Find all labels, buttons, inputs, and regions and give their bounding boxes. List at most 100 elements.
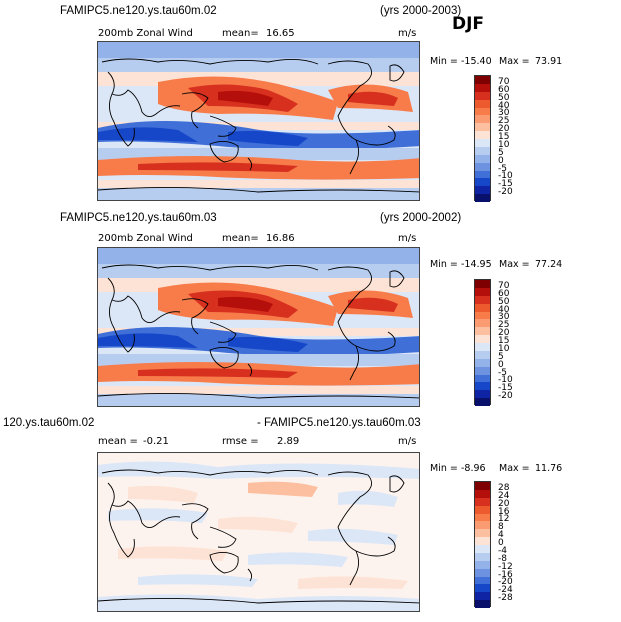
colorbar-level-label: 25 xyxy=(498,320,510,331)
colorbar-level-label: -5 xyxy=(498,163,507,174)
colorbar-swatch xyxy=(475,505,490,514)
colorbar-level-label: -15 xyxy=(498,179,513,190)
colorbar-swatch xyxy=(475,398,490,406)
panel3-min-label: Min = xyxy=(430,463,458,474)
panel3-rmse-label: rmse = xyxy=(222,436,259,447)
colorbar-level-label: 25 xyxy=(498,116,510,127)
colorbar-swatch xyxy=(475,600,490,608)
colorbar-level-label: -20 xyxy=(498,187,513,198)
panel1-field-name: 200mb Zonal Wind xyxy=(98,28,193,39)
panel3-rmse-value: 2.89 xyxy=(277,436,300,447)
panel2-units: m/s xyxy=(398,233,417,244)
colorbar-level-label: 0 xyxy=(498,155,504,166)
colorbar-swatch xyxy=(475,343,490,351)
panel3-max-label: Max = xyxy=(499,463,530,474)
panel1-case-title: FAMIPC5.ne120.ys.tau60m.02 xyxy=(60,5,217,17)
colorbar-swatch xyxy=(475,91,490,100)
colorbar-level-label: 15 xyxy=(498,132,510,142)
colorbar-level-label: -16 xyxy=(498,569,513,580)
colorbar-swatch xyxy=(475,545,490,553)
colorbar-swatch xyxy=(475,83,490,92)
colorbar-swatch xyxy=(475,576,490,585)
panel1-map xyxy=(97,41,420,201)
colorbar-level-label: -5 xyxy=(498,367,507,378)
panel1-min-value: -15.40 xyxy=(461,56,492,67)
colorbar-swatch xyxy=(475,76,490,84)
colorbar-level-label: -10 xyxy=(498,375,513,386)
panel3-max-value: 11.76 xyxy=(535,463,563,474)
colorbar-level-label: -28 xyxy=(498,593,513,604)
colorbar-swatch xyxy=(475,568,490,577)
colorbar-swatch xyxy=(475,146,490,155)
colorbar-swatch xyxy=(475,374,490,383)
colorbar-swatch xyxy=(475,358,490,367)
panel3-mean-value: -0.21 xyxy=(143,436,169,447)
panel1-years: (yrs 2000-2003) xyxy=(380,5,462,17)
colorbar-swatch xyxy=(475,139,490,147)
colorbar-level-label: 50 xyxy=(498,92,510,103)
colorbar-swatch xyxy=(475,327,490,336)
colorbar-level-label: 30 xyxy=(498,312,510,323)
panel3-units: m/s xyxy=(398,436,417,447)
panel3-min-value: -8.96 xyxy=(461,463,486,474)
colorbar-level-label: -12 xyxy=(498,561,513,572)
colorbar-level-label: -20 xyxy=(498,577,513,588)
panel1-max-value: 73.91 xyxy=(535,56,563,67)
colorbar-level-label: 60 xyxy=(498,288,510,299)
colorbar-level-label: -15 xyxy=(498,383,513,394)
colorbar-swatch xyxy=(475,319,490,328)
colorbar-level-label: 8 xyxy=(498,522,504,533)
panel1-mean-label: mean= xyxy=(222,28,259,39)
panel1-max-label: Max = xyxy=(499,56,530,67)
colorbar-swatch xyxy=(475,311,490,320)
panel2-years: (yrs 2000-2002) xyxy=(380,212,462,224)
panel2-max-value: 77.24 xyxy=(535,259,563,270)
panel2-max-label: Max = xyxy=(499,259,530,270)
panel3-case-title-right: - FAMIPC5.ne120.ys.tau60m.03 xyxy=(257,417,421,429)
panel3-map xyxy=(97,452,420,612)
panel2-field-name: 200mb Zonal Wind xyxy=(98,233,193,244)
colorbar-swatch xyxy=(475,178,490,187)
colorbar-level-label: -10 xyxy=(498,171,513,182)
colorbar-swatch xyxy=(475,513,490,522)
colorbar-level-label: 16 xyxy=(498,506,510,517)
colorbar-swatch xyxy=(475,350,490,359)
panel2-mean-value: 16.86 xyxy=(266,233,295,244)
colorbar-level-label: -4 xyxy=(498,545,507,556)
colorbar-swatch xyxy=(475,295,490,304)
colorbar-swatch xyxy=(475,115,490,124)
colorbar-level-label: 70 xyxy=(498,280,510,291)
panel3-colorbar xyxy=(474,481,491,608)
colorbar-level-label: 5 xyxy=(498,147,504,158)
colorbar-swatch xyxy=(475,194,490,202)
panel2-case-title: FAMIPC5.ne120.ys.tau60m.03 xyxy=(60,212,217,224)
colorbar-level-label: 15 xyxy=(498,336,510,346)
colorbar-swatch xyxy=(475,390,490,399)
colorbar-level-label: 20 xyxy=(498,498,510,509)
panel3-mean-label: mean = xyxy=(98,436,138,447)
panel2-mean-label: mean= xyxy=(222,233,259,244)
colorbar-swatch xyxy=(475,303,490,312)
panel3-case-title-left: 120.ys.tau60m.02 xyxy=(3,417,95,429)
colorbar-swatch xyxy=(475,99,490,108)
colorbar-swatch xyxy=(475,482,490,490)
colorbar-level-label: 24 xyxy=(498,490,510,501)
panel2-colorbar xyxy=(474,279,491,406)
colorbar-level-label: -8 xyxy=(498,553,507,564)
colorbar-level-label: 10 xyxy=(498,343,510,354)
colorbar-level-label: 0 xyxy=(498,538,504,548)
colorbar-swatch xyxy=(475,552,490,561)
colorbar-swatch xyxy=(475,107,490,116)
colorbar-level-label: 40 xyxy=(498,100,510,111)
colorbar-swatch xyxy=(475,497,490,506)
colorbar-swatch xyxy=(475,366,490,375)
colorbar-swatch xyxy=(475,521,490,530)
colorbar-level-label: 20 xyxy=(498,328,510,339)
colorbar-swatch xyxy=(475,287,490,296)
colorbar-level-label: 0 xyxy=(498,359,504,370)
colorbar-swatch xyxy=(475,584,490,593)
panel1-colorbar xyxy=(474,75,491,202)
colorbar-level-label: -24 xyxy=(498,585,513,596)
panel2-min-label: Min = xyxy=(430,259,458,270)
panel1-mean-value: 16.65 xyxy=(266,28,295,39)
